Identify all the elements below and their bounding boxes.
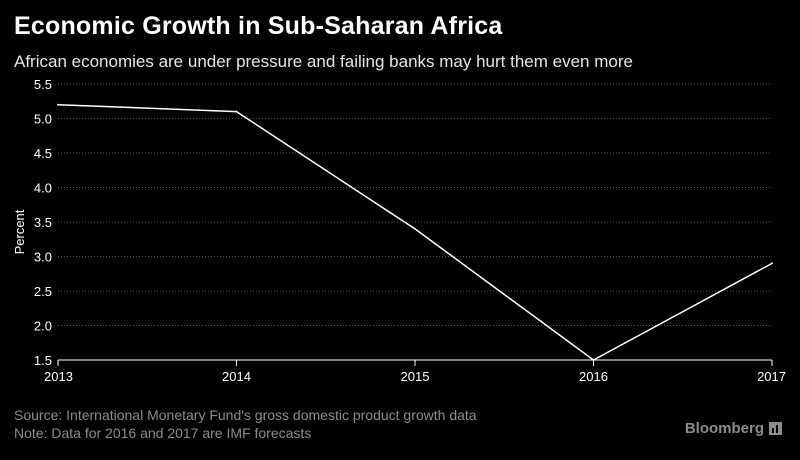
- data-point: [592, 359, 595, 361]
- y-tick-label: 4.5: [34, 146, 52, 161]
- data-point: [414, 227, 416, 230]
- y-axis-ticks: 1.5 2.0 2.5 3.0 3.5 4.0 4.5 5.0 5.5: [34, 77, 52, 368]
- y-axis-label: Percent: [12, 209, 27, 254]
- line-chart: 1.5 2.0 2.5 3.0 3.5 4.0 4.5 5.0 5.5 2013 2014 2015…: [12, 77, 786, 384]
- bloomberg-logo: Bloomberg: [685, 420, 782, 437]
- y-tick-label: 2.5: [34, 284, 52, 299]
- y-tick-label: 5.5: [34, 77, 52, 92]
- footer: Source: International Monetary Fund's gr…: [14, 406, 477, 442]
- brand-name: Bloomberg: [684, 420, 764, 437]
- forecast-note: Note: Data for 2016 and 2017 are IMF for…: [14, 425, 312, 441]
- chart-subtitle: African economies are under pressure and…: [14, 52, 633, 71]
- y-tick-label: 3.0: [34, 250, 52, 265]
- x-tick-label: 2015: [401, 369, 430, 384]
- x-tick-label: 2016: [579, 369, 608, 384]
- y-tick-label: 4.0: [34, 181, 52, 196]
- data-point: [57, 103, 59, 106]
- y-tick-label: 2.0: [34, 319, 52, 334]
- x-tick-label: 2017: [757, 369, 786, 384]
- gridlines: [58, 83, 772, 326]
- series-group: [57, 103, 773, 361]
- x-tick-label: 2014: [222, 369, 251, 384]
- y-tick-label: 5.0: [34, 112, 52, 127]
- chart-title: Economic Growth in Sub-Saharan Africa: [14, 12, 503, 40]
- data-point: [235, 110, 238, 113]
- source-note: Source: International Monetary Fund's gr…: [14, 407, 477, 423]
- x-axis-ticks: 2013 2014 2015 2016 2017: [44, 360, 786, 384]
- series-line: [57, 103, 773, 361]
- chart-bars-icon: [769, 422, 782, 435]
- y-tick-label: 1.5: [34, 353, 52, 368]
- data-point: [771, 262, 773, 265]
- x-tick-label: 2013: [44, 369, 73, 384]
- y-tick-label: 3.5: [34, 215, 52, 230]
